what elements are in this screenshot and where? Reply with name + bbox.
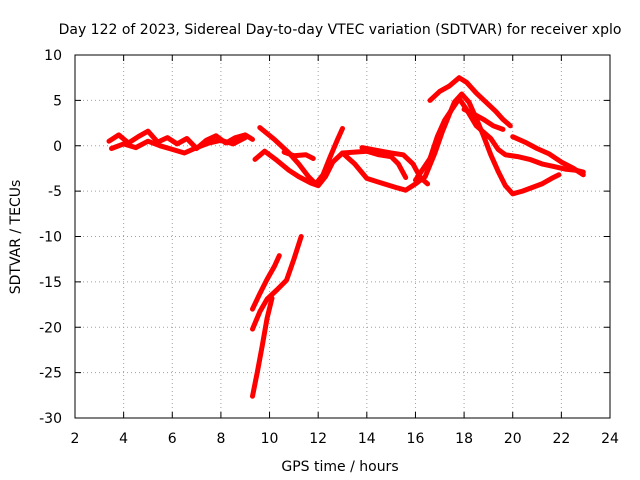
y-tick-label: 5 [53,93,62,109]
x-tick-label: 18 [455,431,473,447]
series-track-10 [461,106,506,132]
grid [75,55,610,418]
series-track-3 [257,125,345,187]
y-tick-label: -10 [39,230,62,246]
x-tick-label: 12 [309,431,327,447]
x-tick-label: 10 [261,431,279,447]
y-tick-label: 10 [44,48,62,64]
series-track-12 [250,253,282,312]
series-track-1 [106,128,255,151]
x-tick-label: 22 [552,431,570,447]
series-track-11 [510,134,586,178]
series-track-13 [250,234,304,332]
y-tick-label: -15 [39,275,62,291]
series-track-6 [340,91,562,197]
y-axis-label: SDTVAR / TECUs [8,180,24,295]
x-tick-label: 4 [119,431,128,447]
x-tick-label: 6 [168,431,177,447]
x-tick-label: 16 [407,431,425,447]
x-tick-label: 20 [504,431,522,447]
series-layer [106,75,586,399]
x-tick-label: 8 [216,431,225,447]
y-tick-label: 0 [53,139,62,155]
ticks [74,54,611,419]
series-track-2 [109,135,248,156]
x-tick-label: 2 [71,431,80,447]
series-track-9 [427,75,513,129]
series-track-8 [413,96,586,183]
chart-title: Day 122 of 2023, Sidereal Day-to-day VTE… [59,22,622,38]
series-track-14 [250,295,275,399]
x-tick-labels: 2 4 6 8 10 12 14 16 18 20 22 24 [71,431,619,447]
x-tick-label: 14 [358,431,376,447]
series-track-4 [252,148,409,189]
y-tick-label: -20 [39,320,62,336]
series-track-5 [281,149,316,161]
y-tick-label: -25 [39,366,62,382]
y-tick-label: -30 [39,411,62,427]
x-tick-label: 24 [601,431,619,447]
x-axis-label: GPS time / hours [281,459,398,475]
y-tick-labels: -30 -25 -20 -15 -10 -5 0 5 10 [39,48,62,427]
y-tick-label: -5 [48,184,62,200]
